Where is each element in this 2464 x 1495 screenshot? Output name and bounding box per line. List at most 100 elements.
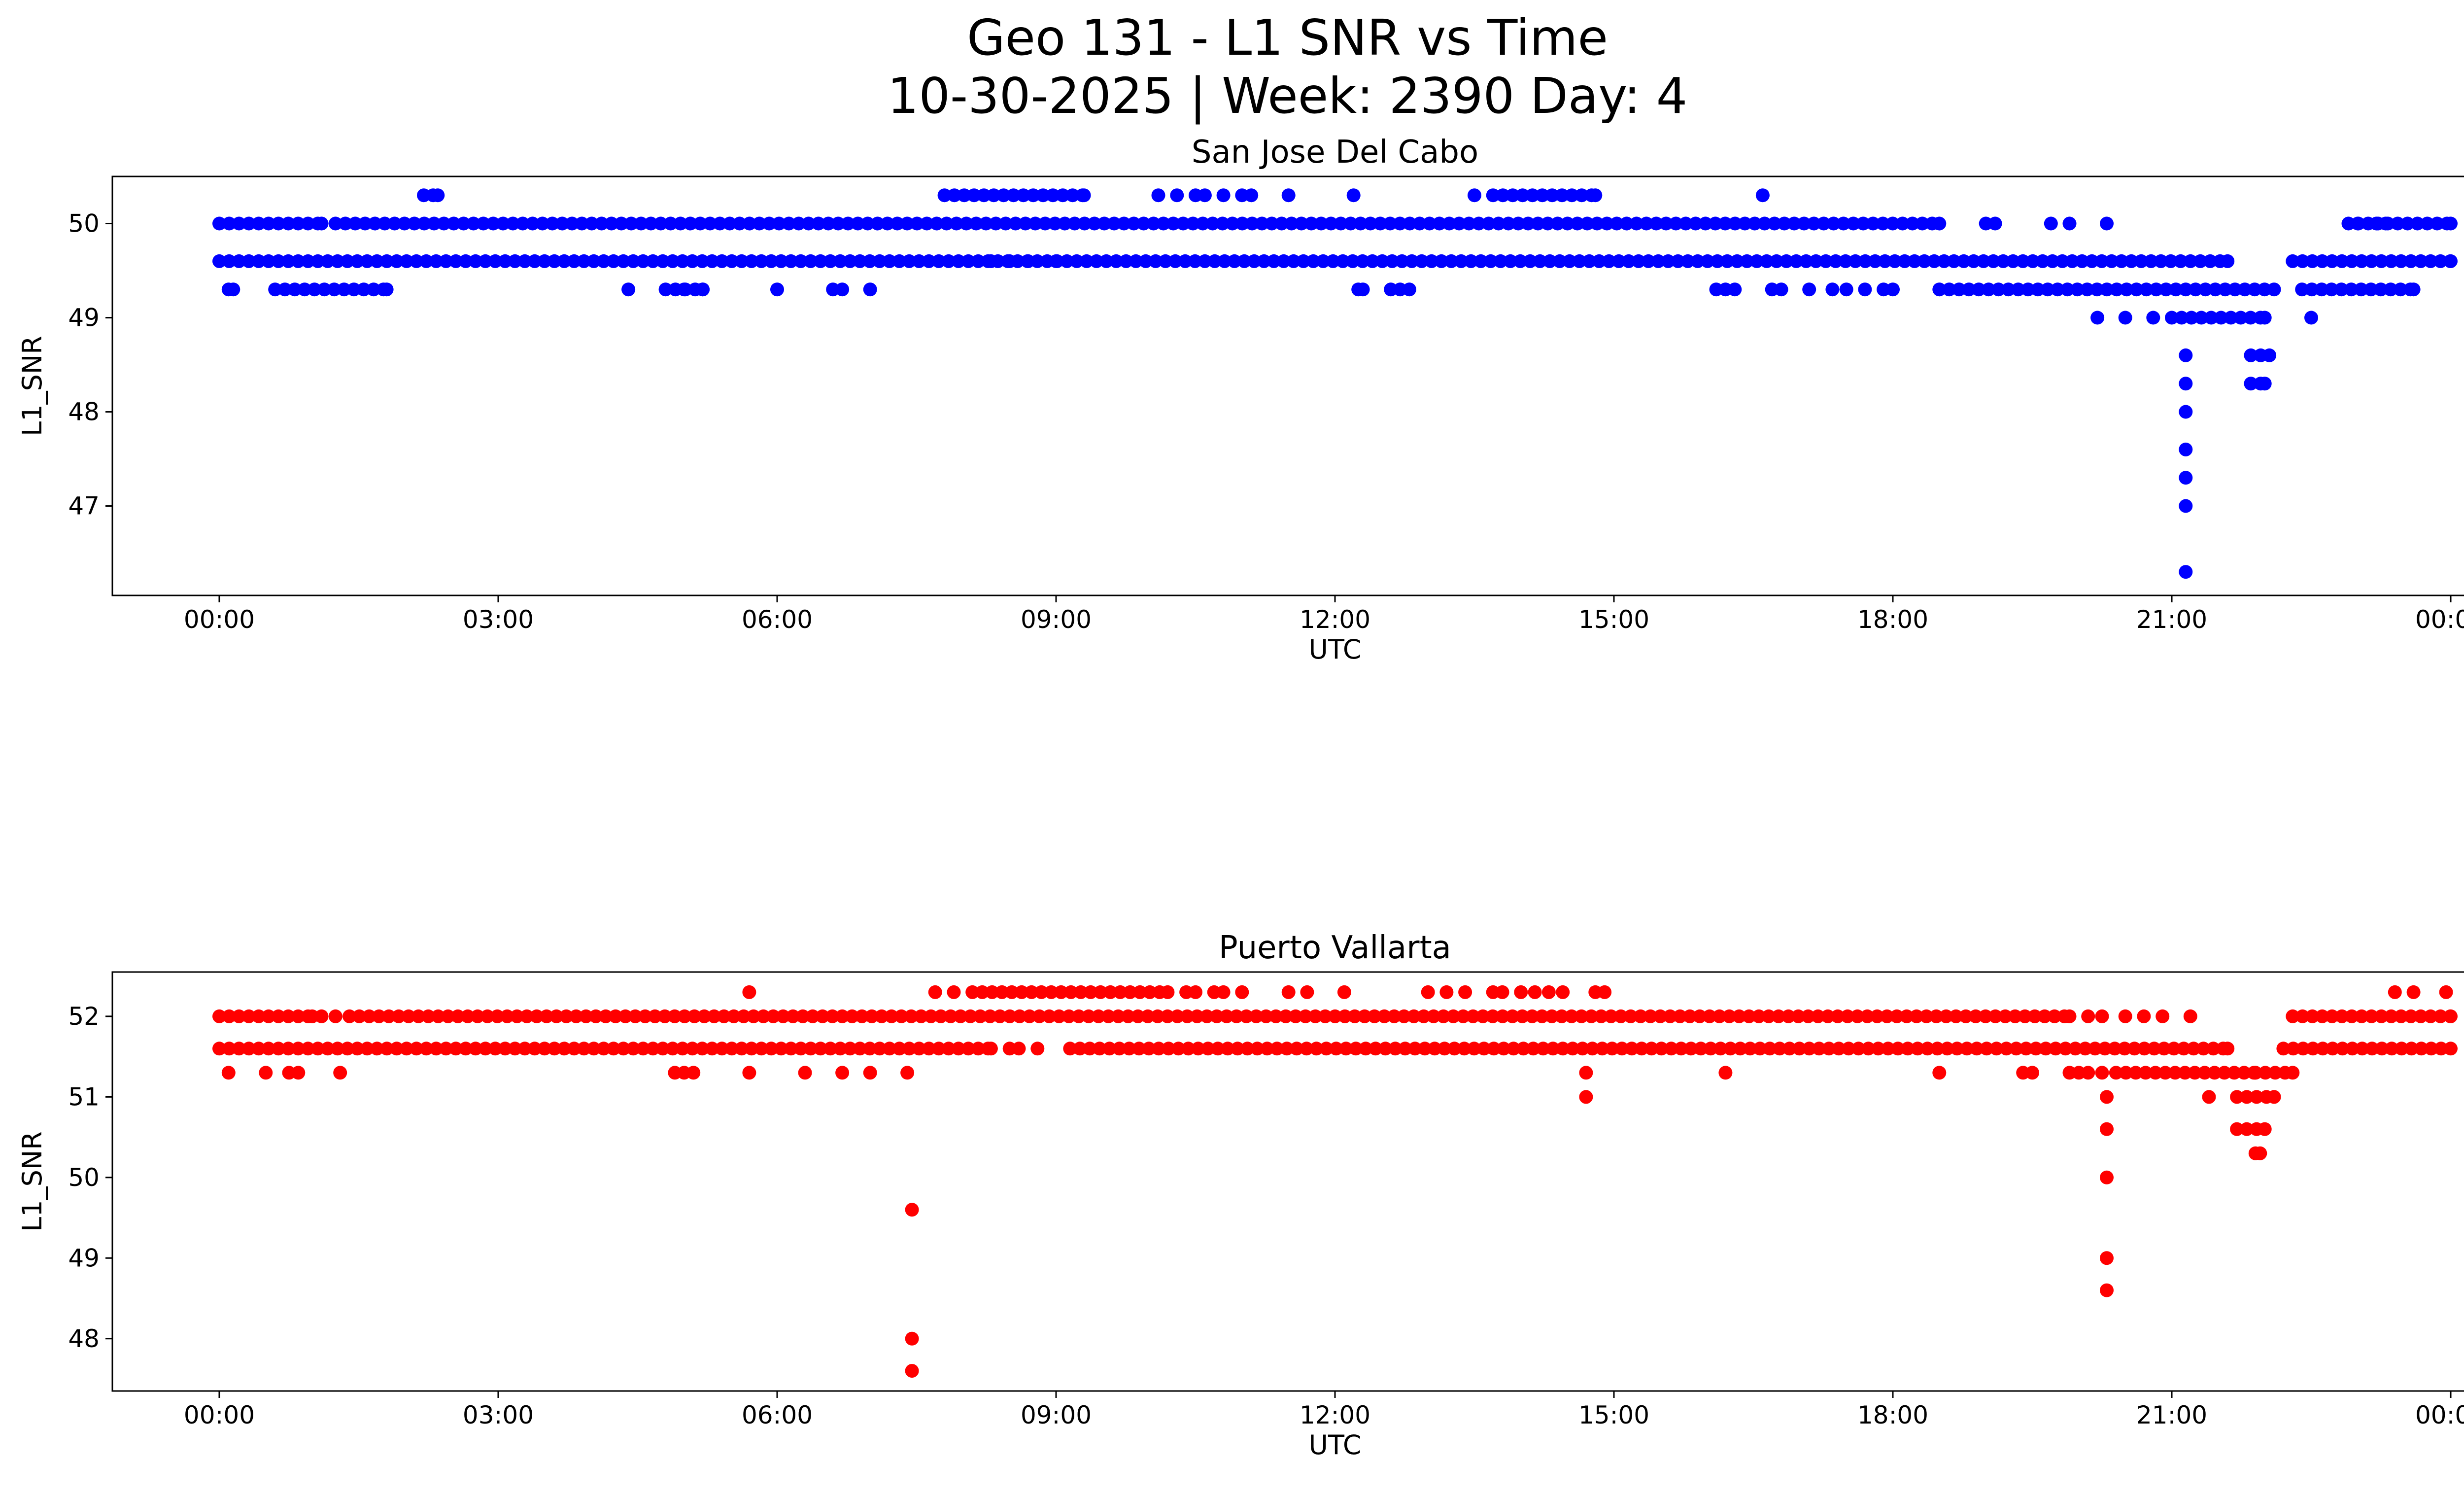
data-point: [1619, 216, 1634, 231]
data-point: [594, 216, 609, 231]
data-point: [1013, 1009, 1027, 1023]
data-point: [1635, 1042, 1649, 1056]
data-point: [676, 1042, 689, 1056]
data-point: [1850, 1009, 1865, 1023]
data-point: [2258, 1066, 2272, 1080]
data-point: [1159, 254, 1172, 268]
data-point: [922, 1042, 936, 1056]
data-point: [1304, 216, 1318, 231]
data-point: [2351, 216, 2365, 231]
data-point: [584, 216, 599, 231]
y-tick-label: 48: [68, 1324, 100, 1353]
data-point: [252, 254, 266, 268]
data-point: [1588, 188, 1603, 203]
data-point: [1851, 1042, 1866, 1056]
data-point: [1979, 1009, 1993, 1023]
data-point: [2147, 1042, 2161, 1056]
data-point: [352, 1009, 367, 1023]
x-tick-label: 18:00: [1857, 1401, 1928, 1429]
data-point: [2006, 254, 2020, 268]
data-point: [668, 1009, 682, 1023]
data-point: [311, 254, 325, 268]
data-point: [1442, 216, 1456, 231]
data-point: [2410, 216, 2425, 231]
data-point: [1454, 254, 1468, 268]
data-point: [2404, 1009, 2418, 1023]
data-point: [1629, 216, 1643, 231]
data-point: [291, 216, 305, 231]
data-point: [735, 1042, 749, 1056]
data-point: [752, 216, 766, 231]
data-point: [1023, 1009, 1037, 1023]
data-point: [2154, 254, 2168, 268]
data-point: [863, 1042, 877, 1056]
data-point: [1368, 1009, 1382, 1023]
data-point: [870, 216, 885, 231]
data-point: [656, 254, 670, 268]
data-point: [314, 216, 329, 231]
data-point: [1747, 216, 1762, 231]
data-point: [2187, 1042, 2201, 1056]
data-point: [1533, 254, 1547, 268]
data-point: [2001, 282, 2016, 297]
data-point: [2031, 282, 2045, 297]
data-point: [1359, 1042, 1373, 1056]
data-point: [1198, 188, 1212, 203]
data-point: [1418, 1042, 1432, 1056]
data-point: [782, 216, 796, 231]
data-point: [873, 1042, 887, 1056]
data-point: [2179, 282, 2193, 297]
data-point: [382, 1009, 396, 1023]
data-point: [2134, 254, 2148, 268]
data-point: [1579, 1090, 1593, 1104]
data-point: [851, 216, 865, 231]
data-point: [1452, 216, 1466, 231]
data-point: [459, 254, 473, 268]
data-point: [226, 282, 240, 297]
data-point: [1221, 1042, 1235, 1056]
data-point: [1196, 216, 1210, 231]
data-point: [1087, 216, 1101, 231]
data-point: [2078, 1042, 2092, 1056]
data-point: [565, 216, 579, 231]
data-point: [2105, 254, 2119, 268]
data-point: [1970, 1042, 1984, 1056]
data-point: [370, 254, 384, 268]
data-point: [1101, 1009, 1116, 1023]
data-point: [2404, 254, 2418, 268]
data-point: [784, 254, 798, 268]
data-point: [1201, 1042, 1215, 1056]
data-point: [1486, 1009, 1500, 1023]
data-point: [2062, 216, 2077, 231]
data-point: [658, 1009, 672, 1023]
data-point: [1048, 216, 1062, 231]
data-point: [1366, 254, 1379, 268]
data-point: [1693, 1009, 1707, 1023]
data-point: [1703, 1009, 1717, 1023]
data-point: [2100, 216, 2114, 231]
data-point: [1403, 216, 1417, 231]
data-point: [2355, 254, 2369, 268]
data-point: [727, 1009, 741, 1023]
data-point: [2258, 282, 2272, 297]
data-point: [1947, 254, 1961, 268]
data-point: [855, 1009, 869, 1023]
data-point: [2394, 1009, 2408, 1023]
data-point: [1044, 985, 1059, 999]
data-point: [1447, 1042, 1462, 1056]
data-point: [1162, 1042, 1176, 1056]
data-point: [1375, 254, 1389, 268]
data-point: [1712, 1009, 1727, 1023]
data-point: [1496, 1009, 1510, 1023]
data-point: [1018, 216, 1032, 231]
data-point: [1353, 216, 1368, 231]
data-point: [1643, 1009, 1658, 1023]
data-point: [2424, 254, 2438, 268]
data-point: [894, 1009, 909, 1023]
data-point: [1708, 216, 1722, 231]
data-point: [794, 1042, 808, 1056]
data-point: [2230, 1122, 2244, 1136]
data-point: [1782, 1042, 1797, 1056]
data-point: [2395, 1042, 2409, 1056]
data-point: [1309, 1042, 1324, 1056]
